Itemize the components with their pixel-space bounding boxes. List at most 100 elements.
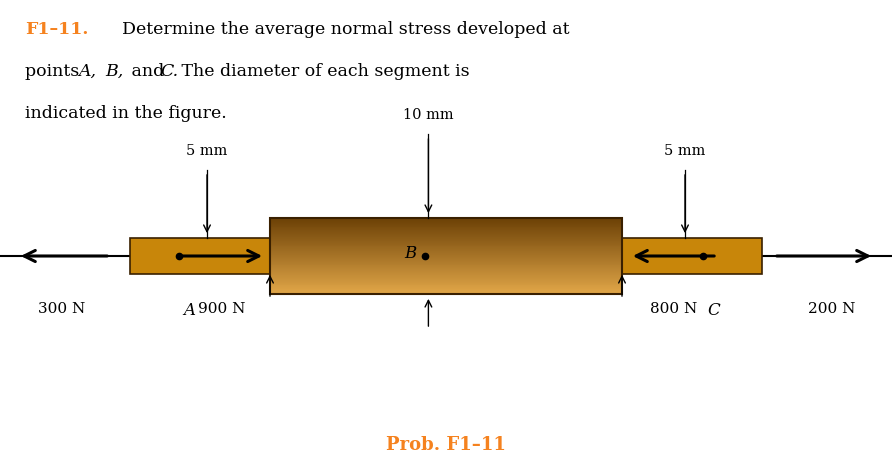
Bar [270, 252, 622, 253]
Bar [270, 258, 622, 259]
Bar [270, 224, 622, 226]
Bar [270, 234, 622, 235]
Bar [270, 220, 622, 222]
Text: 800 N: 800 N [650, 302, 698, 316]
Text: points: points [25, 63, 85, 80]
Bar [270, 251, 622, 252]
Bar [270, 232, 622, 233]
Bar [270, 278, 622, 280]
Bar [270, 245, 622, 247]
Text: indicated in the figure.: indicated in the figure. [25, 105, 227, 122]
Text: 10 mm: 10 mm [403, 108, 454, 122]
Text: A: A [183, 302, 195, 319]
Bar [270, 218, 622, 219]
Bar [270, 279, 622, 281]
Text: 5 mm: 5 mm [186, 144, 227, 158]
Text: Determine the average normal stress developed at: Determine the average normal stress deve… [122, 21, 569, 38]
Bar [130, 238, 270, 274]
Bar [270, 261, 622, 263]
Bar [270, 293, 622, 294]
Bar [270, 255, 622, 256]
Bar [270, 280, 622, 282]
Bar [270, 288, 622, 289]
Bar [270, 270, 622, 271]
Bar [270, 263, 622, 265]
Bar [270, 239, 622, 241]
Bar [270, 242, 622, 244]
Bar [270, 241, 622, 243]
Bar [270, 219, 622, 221]
Bar [270, 259, 622, 261]
Text: F1–11.: F1–11. [25, 21, 88, 38]
Bar [270, 236, 622, 237]
Text: The diameter of each segment is: The diameter of each segment is [176, 63, 469, 80]
Bar [270, 257, 622, 258]
Text: 300 N: 300 N [38, 302, 86, 316]
Bar [270, 225, 622, 227]
Text: and: and [126, 63, 169, 80]
Bar [270, 276, 622, 277]
Text: 200 N: 200 N [808, 302, 855, 316]
Bar [270, 260, 622, 262]
Bar [270, 231, 622, 232]
Text: Prob. F1–11: Prob. F1–11 [386, 436, 506, 454]
Bar [270, 274, 622, 275]
Bar [270, 218, 622, 220]
Bar [270, 237, 622, 238]
Bar [270, 262, 622, 264]
Bar [270, 221, 622, 223]
Bar [270, 281, 622, 283]
Bar [270, 284, 622, 286]
Bar [270, 286, 622, 288]
Text: B: B [405, 246, 417, 262]
Bar [270, 230, 622, 231]
Bar [622, 238, 762, 274]
Bar [270, 253, 622, 254]
Bar [270, 273, 622, 274]
Bar [270, 266, 622, 268]
Bar [270, 238, 622, 239]
Text: C: C [707, 302, 720, 319]
Text: 5 mm: 5 mm [665, 144, 706, 158]
Bar [270, 277, 622, 278]
Bar [270, 265, 622, 267]
Bar [270, 283, 622, 285]
Bar [270, 258, 622, 260]
Bar [270, 256, 622, 257]
Bar [270, 227, 622, 228]
Text: B,: B, [105, 63, 123, 80]
Bar [270, 269, 622, 270]
Bar [270, 247, 622, 248]
Bar [270, 267, 622, 268]
Bar [270, 243, 622, 245]
Text: 900 N: 900 N [198, 302, 245, 316]
Bar [270, 285, 622, 287]
Bar [270, 275, 622, 276]
Bar [270, 287, 622, 288]
Bar [270, 244, 622, 246]
Bar [270, 264, 622, 266]
Bar [270, 271, 622, 272]
Bar [270, 272, 622, 273]
Bar [270, 254, 622, 255]
Bar [270, 240, 622, 242]
Bar [270, 291, 622, 292]
Bar [270, 292, 622, 293]
Bar [270, 250, 622, 251]
Bar [270, 235, 622, 236]
Bar [270, 222, 622, 224]
Bar [270, 223, 622, 225]
Bar [270, 282, 622, 284]
Bar [270, 246, 622, 248]
Bar [270, 249, 622, 250]
Bar [270, 226, 622, 228]
Bar [270, 268, 622, 269]
Bar [270, 248, 622, 249]
Bar [270, 238, 622, 240]
Bar [270, 229, 622, 230]
Bar [270, 218, 622, 294]
Bar [270, 290, 622, 291]
Text: A,: A, [78, 63, 96, 80]
Text: C.: C. [160, 63, 178, 80]
Bar [270, 228, 622, 229]
